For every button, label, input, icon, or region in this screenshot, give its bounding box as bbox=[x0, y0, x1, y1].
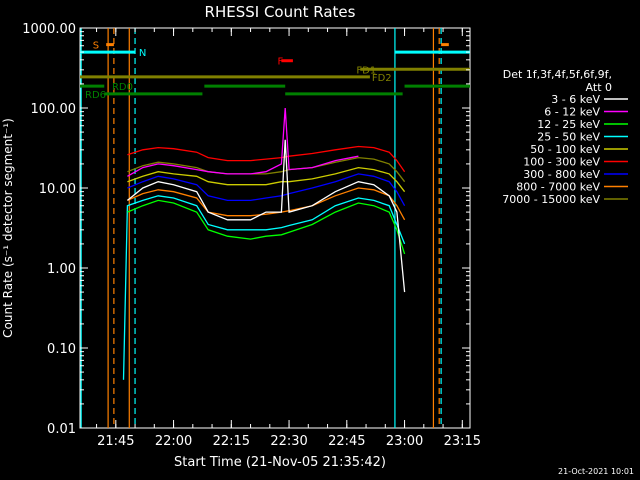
legend-label-100-300-kev: 100 - 300 keV bbox=[523, 156, 600, 169]
legend: Det 1f,3f,4f,5f,6f,9f, Att 0 3 - 6 keV6 … bbox=[502, 68, 628, 206]
series-line-7000-15000-kev bbox=[127, 156, 406, 183]
legend-label-50-100-kev: 50 - 100 keV bbox=[530, 143, 600, 156]
y-tick-label: 0.10 bbox=[47, 342, 76, 357]
legend-label-3-6-kev: 3 - 6 keV bbox=[551, 93, 600, 106]
legend-label-800-7000-kev: 800 - 7000 keV bbox=[516, 181, 600, 194]
x-axis-label: Start Time (21-Nov-05 21:35:42) bbox=[174, 455, 386, 470]
x-tick-label: 22:30 bbox=[270, 434, 307, 449]
footer-date: 21-Oct-2021 10:01 bbox=[558, 467, 634, 476]
legend-label-300-800-kev: 300 - 800 keV bbox=[523, 168, 600, 181]
chart-title: RHESSI Count Rates bbox=[205, 3, 356, 21]
series-line-800-7000-kev bbox=[127, 187, 406, 221]
y-tick-label: 0.01 bbox=[47, 422, 76, 437]
annotation-label-rd0: RD0 bbox=[112, 82, 133, 93]
series-line-6-12-kev bbox=[127, 107, 359, 177]
y-axis-label: Count Rate (s⁻¹ detector segment⁻¹) bbox=[1, 118, 15, 338]
plot-frame bbox=[79, 27, 471, 429]
y-tick-label: 10.00 bbox=[39, 182, 76, 197]
annotation-label-fd1: FD1 bbox=[356, 65, 376, 76]
legend-label-12-25-kev: 12 - 25 keV bbox=[537, 118, 600, 131]
series-line-12-25-kev bbox=[127, 199, 406, 255]
axes-layer: 1000.00 100.00 10.00 1.00 0.10 0.01 21:45 22:00… bbox=[22, 22, 481, 449]
series-line-50-100-kev bbox=[127, 166, 406, 193]
legend-label-6-12-kev: 6 - 12 keV bbox=[544, 106, 600, 119]
series-line-300-800-kev bbox=[127, 173, 406, 207]
series-line-25-50-kev bbox=[122, 195, 406, 380]
series-line-3-6-kev bbox=[126, 139, 406, 293]
x-tick-label: 22:15 bbox=[213, 434, 250, 449]
x-tick-label: 21:45 bbox=[97, 434, 134, 449]
annotation-label-rd6: RD6 bbox=[85, 90, 106, 101]
legend-label-25-50-kev: 25 - 50 keV bbox=[537, 131, 600, 144]
annotation-label-s: S bbox=[93, 41, 99, 52]
y-tick-label: 100.00 bbox=[31, 102, 77, 117]
y-tick-label: 1.00 bbox=[47, 262, 76, 277]
x-tick-label: 23:00 bbox=[386, 434, 423, 449]
x-tick-label: 23:15 bbox=[444, 434, 481, 449]
x-tick-label: 22:45 bbox=[328, 434, 365, 449]
legend-header-line-1: Det 1f,3f,4f,5f,6f,9f, bbox=[503, 68, 612, 81]
legend-label-7000-15000-kev: 7000 - 15000 keV bbox=[502, 193, 600, 206]
series-line-100-300-kev bbox=[127, 145, 406, 173]
annotation-label-n: N bbox=[139, 48, 146, 59]
y-tick-label: 1000.00 bbox=[22, 22, 76, 37]
legend-header-line-2: Att 0 bbox=[586, 81, 612, 94]
x-tick-label: 22:00 bbox=[155, 434, 192, 449]
annotation-label-fd2: FD2 bbox=[372, 73, 392, 84]
annotation-label-f: F bbox=[278, 57, 284, 68]
